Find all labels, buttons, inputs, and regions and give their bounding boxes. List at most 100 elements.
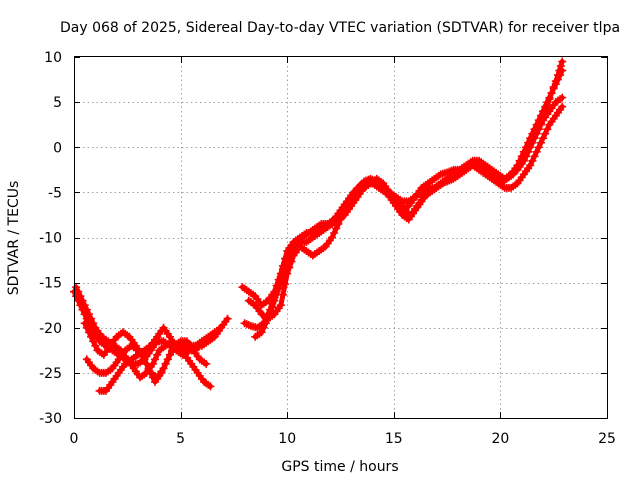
series-track-5 <box>95 323 206 395</box>
data-point <box>274 284 283 293</box>
data-point <box>264 314 273 323</box>
x-tick-label: 15 <box>385 431 403 447</box>
y-tick-label: 5 <box>53 95 62 111</box>
data-point <box>80 301 89 310</box>
data-point <box>197 337 206 346</box>
data-point <box>541 129 550 138</box>
data-point <box>553 75 562 84</box>
data-point <box>530 152 539 161</box>
data-point <box>539 134 548 143</box>
data-point <box>534 143 543 152</box>
axis-ticks: 0 5 10 15 20 25 -30 -25 -20 -15 -10 -5 0 5 10 <box>39 50 616 447</box>
data-point <box>330 228 339 237</box>
x-tick-label: 10 <box>278 431 296 447</box>
data-point <box>547 89 556 98</box>
data-point <box>528 138 537 147</box>
data-point <box>161 359 170 368</box>
data-point <box>270 296 279 305</box>
x-axis-label: GPS time / hours <box>281 459 398 475</box>
data-point <box>87 314 96 323</box>
y-tick-label: -5 <box>48 185 62 201</box>
data-point <box>276 278 285 287</box>
data-point <box>285 251 294 260</box>
data-point <box>84 310 93 319</box>
data-point <box>144 364 153 373</box>
data-point <box>558 57 567 66</box>
y-tick-label: 10 <box>44 50 62 66</box>
data-point <box>545 93 554 102</box>
data-point <box>543 125 552 134</box>
data-point <box>287 247 296 256</box>
data-point <box>528 156 537 165</box>
data-series <box>70 57 567 395</box>
data-point <box>524 147 533 156</box>
data-point <box>163 355 172 364</box>
data-point <box>223 314 232 323</box>
data-point <box>332 224 341 233</box>
x-tick-label: 0 <box>70 431 79 447</box>
data-point <box>84 328 93 337</box>
data-point <box>551 80 560 89</box>
series-track-9 <box>251 93 567 341</box>
data-point <box>153 350 162 359</box>
data-point <box>74 287 83 296</box>
data-point <box>206 382 215 391</box>
data-point <box>558 102 567 111</box>
data-point <box>530 134 539 143</box>
chart-title: Day 068 of 2025, Sidereal Day-to-day VTE… <box>60 20 620 36</box>
data-point <box>268 302 277 311</box>
series-trace <box>242 59 565 331</box>
data-point <box>519 156 528 165</box>
data-point <box>89 319 98 328</box>
data-point <box>257 328 266 337</box>
data-point <box>549 84 558 93</box>
y-tick-label: -15 <box>39 276 62 292</box>
series-track-6 <box>240 57 567 332</box>
y-axis-label: SDTVAR / TECUs <box>6 181 22 296</box>
y-tick-label: -30 <box>39 411 62 427</box>
x-tick-label: 25 <box>598 431 616 447</box>
data-point <box>532 147 541 156</box>
data-point <box>159 364 168 373</box>
data-point <box>82 305 91 314</box>
data-point <box>80 319 89 328</box>
data-point <box>556 71 565 80</box>
data-point <box>142 359 151 368</box>
data-point <box>140 355 149 364</box>
y-tick-label: -10 <box>39 231 62 247</box>
data-point <box>558 66 567 75</box>
grid <box>74 57 607 418</box>
y-tick-label: -20 <box>39 321 62 337</box>
plot-frame <box>74 56 608 419</box>
data-point <box>78 296 87 305</box>
data-point <box>536 120 545 129</box>
data-point <box>278 271 287 280</box>
data-point <box>327 233 336 242</box>
data-point <box>89 337 98 346</box>
data-point <box>168 337 177 346</box>
data-point <box>261 319 270 328</box>
data-point <box>266 308 275 317</box>
data-point <box>76 292 85 301</box>
data-point <box>281 263 290 272</box>
x-tick-label: 5 <box>176 431 185 447</box>
data-point <box>202 359 211 368</box>
data-point <box>170 341 179 350</box>
x-tick-label: 20 <box>491 431 509 447</box>
data-point <box>276 301 285 310</box>
data-point <box>543 98 552 107</box>
data-point <box>259 323 268 332</box>
data-point <box>87 332 96 341</box>
data-point <box>541 102 550 111</box>
data-point <box>558 93 567 102</box>
data-point <box>91 341 100 350</box>
data-point <box>283 256 292 265</box>
data-point <box>532 129 541 138</box>
data-point <box>521 152 530 161</box>
data-point <box>151 355 160 364</box>
data-point <box>534 125 543 134</box>
y-tick-label: -25 <box>39 366 62 382</box>
data-point <box>82 323 91 332</box>
